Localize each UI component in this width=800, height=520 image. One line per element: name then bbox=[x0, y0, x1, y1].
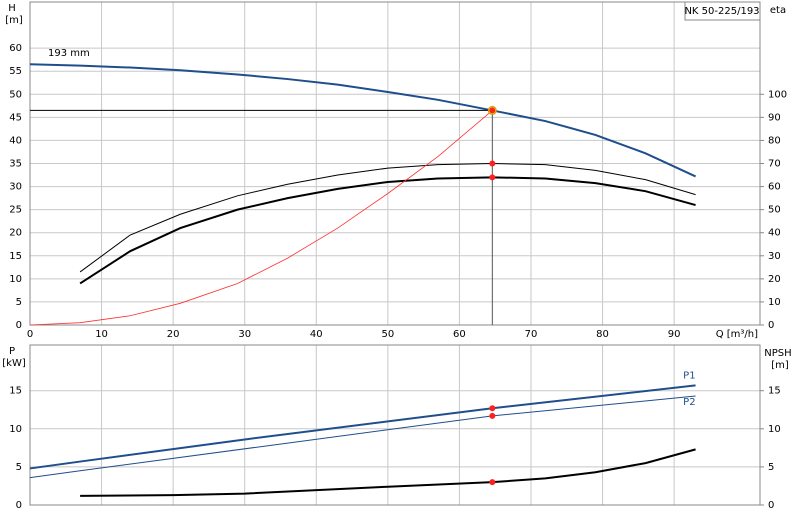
series-line bbox=[79, 162, 696, 273]
duty-point bbox=[489, 107, 496, 114]
series-line bbox=[29, 395, 696, 479]
y2-tick-label: 40 bbox=[768, 228, 781, 239]
y2-axis-label: NPSH bbox=[764, 348, 791, 359]
legend-box bbox=[684, 1, 761, 21]
y-tick-label: 5 bbox=[16, 462, 22, 473]
y2-tick-label: 30 bbox=[768, 251, 781, 262]
y2-tick-label: 0 bbox=[768, 320, 774, 331]
x-tick-label: 60 bbox=[453, 329, 466, 340]
y2-tick-label: 60 bbox=[768, 182, 781, 193]
y2-tick-label: 10 bbox=[768, 297, 781, 308]
y-tick-label: 60 bbox=[9, 43, 22, 54]
series-line bbox=[29, 63, 697, 178]
y-tick-label: 40 bbox=[9, 135, 22, 146]
y-axis-label: P bbox=[9, 346, 15, 357]
y2-tick-label: 80 bbox=[768, 135, 781, 146]
y2-axis-unit: [m] bbox=[771, 360, 789, 371]
series-line bbox=[29, 110, 493, 326]
series-label: P2 bbox=[683, 397, 695, 408]
y-tick-label: 45 bbox=[9, 112, 22, 123]
x-label-bg bbox=[716, 327, 760, 341]
y-tick-label: 5 bbox=[16, 297, 22, 308]
plot-frame bbox=[29, 344, 761, 506]
y-tick-label: 20 bbox=[9, 228, 22, 239]
y2-tick-label: 15 bbox=[768, 386, 781, 397]
x-tick-label: 0 bbox=[27, 329, 33, 340]
plot-frame bbox=[29, 1, 761, 326]
duty-point bbox=[489, 412, 496, 419]
x-tick-label: 50 bbox=[381, 329, 394, 340]
y2-tick-label: 20 bbox=[768, 274, 781, 285]
y-tick-label: 10 bbox=[9, 424, 22, 435]
x-tick-label: 70 bbox=[525, 329, 538, 340]
y-tick-label: 0 bbox=[16, 320, 22, 331]
series-line bbox=[79, 176, 696, 285]
duty-point bbox=[489, 160, 496, 167]
x-axis-label: Q [m³/h] bbox=[716, 329, 758, 340]
y-tick-label: 15 bbox=[9, 251, 22, 262]
y-tick-label: 15 bbox=[9, 386, 22, 397]
y2-tick-label: 5 bbox=[768, 462, 774, 473]
y-axis-label: H bbox=[8, 3, 16, 14]
y2-tick-label: 10 bbox=[768, 424, 781, 435]
x-tick-label: 10 bbox=[95, 329, 108, 340]
y-tick-label: 0 bbox=[16, 500, 22, 511]
y-tick-label: 25 bbox=[9, 205, 22, 216]
y2-tick-label: 90 bbox=[768, 112, 781, 123]
x-tick-label: 80 bbox=[596, 329, 609, 340]
x-tick-label: 90 bbox=[668, 329, 681, 340]
y2-axis-label: eta bbox=[770, 5, 786, 16]
annotation: 193 mm bbox=[48, 48, 90, 59]
x-tick-label: 30 bbox=[238, 329, 251, 340]
y-tick-label: 50 bbox=[9, 89, 22, 100]
duty-point bbox=[489, 479, 496, 486]
y2-tick-label: 50 bbox=[768, 205, 781, 216]
y-axis-unit: [kW] bbox=[2, 358, 26, 369]
y2-tick-label: 0 bbox=[768, 500, 774, 511]
duty-point bbox=[489, 405, 496, 412]
y-tick-label: 35 bbox=[9, 159, 22, 170]
y2-tick-label: 100 bbox=[768, 89, 787, 100]
series-line bbox=[29, 384, 696, 470]
y2-tick-label: 70 bbox=[768, 159, 781, 170]
y-axis-unit: [m] bbox=[5, 15, 23, 26]
series-label: P1 bbox=[683, 370, 695, 381]
x-tick-label: 40 bbox=[310, 329, 323, 340]
y-tick-label: 10 bbox=[9, 274, 22, 285]
y-tick-label: 55 bbox=[9, 66, 22, 77]
duty-point bbox=[489, 174, 496, 181]
y-tick-label: 30 bbox=[9, 182, 22, 193]
x-tick-label: 20 bbox=[167, 329, 180, 340]
legend-title: NK 50-225/193 bbox=[684, 6, 759, 17]
